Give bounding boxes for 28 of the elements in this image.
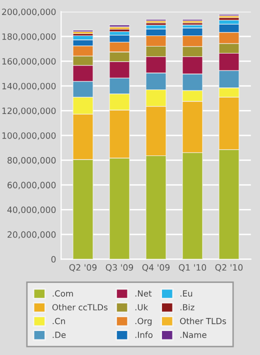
legend-label: .Uk	[135, 304, 148, 310]
legend-label: .Org	[135, 318, 152, 326]
x-tick-label: Q4 '09	[142, 264, 170, 272]
legend-label: .Name	[180, 332, 206, 338]
y-tick-label: 60,000,000	[8, 182, 56, 190]
y-tick-label: 100,000,000	[2, 132, 56, 140]
y-tick-label: 0	[51, 256, 56, 263]
x-tick-label: Q1 '10	[178, 264, 206, 272]
legend-label: Other ccTLDs	[52, 304, 108, 310]
legend-label: .Biz	[180, 304, 194, 310]
y-tick-label: 40,000,000	[7, 206, 56, 214]
legend-label: .Eu	[180, 290, 192, 297]
legend-label: .De	[52, 332, 66, 338]
y-tick-label: 20,000,000	[8, 231, 56, 239]
x-tick-label: Q3 '09	[106, 264, 134, 272]
x-tick-label: Q2 '09	[69, 264, 97, 272]
x-tick-label: Q2 '10	[215, 264, 243, 272]
y-tick-label: 160,000,000	[2, 58, 56, 66]
legend-label: .Info	[135, 332, 153, 338]
legend-label: .Net	[135, 290, 152, 297]
legend-label: Other TLDs	[180, 318, 226, 324]
y-tick-label: 180,000,000	[2, 33, 56, 41]
y-tick-label: 140,000,000	[2, 82, 56, 90]
legend-label: .Com	[52, 290, 73, 297]
y-tick-label: 200,000,000	[2, 8, 56, 16]
legend-label: .Cn	[52, 318, 65, 324]
y-tick-label: 120,000,000	[2, 108, 56, 115]
y-tick-label: 80,000,000	[8, 157, 56, 164]
